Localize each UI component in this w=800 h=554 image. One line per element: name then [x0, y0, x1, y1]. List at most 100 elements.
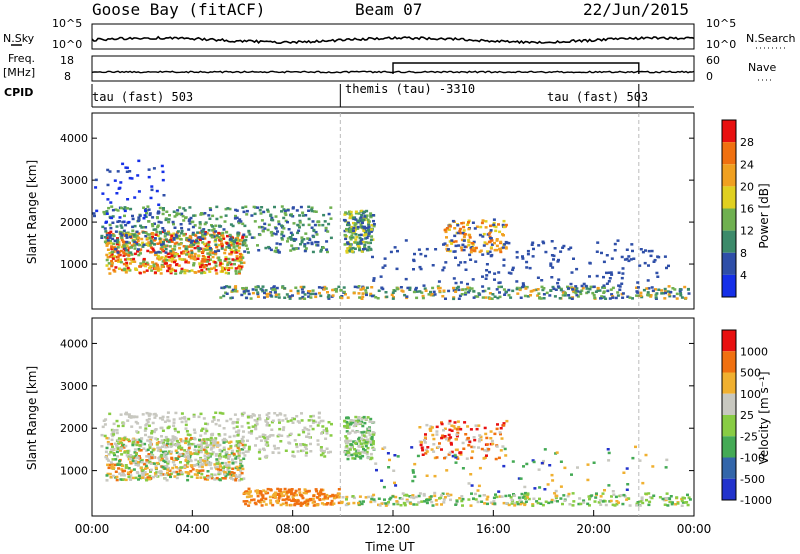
velocity-cell	[215, 458, 218, 461]
power-cell	[465, 288, 468, 291]
velocity-cell	[253, 498, 256, 501]
power-cell	[111, 262, 114, 265]
velocity-cell	[218, 433, 221, 436]
velocity-cell	[317, 443, 320, 446]
velocity-cell	[298, 434, 301, 437]
velocity-cell	[621, 503, 624, 506]
power-cell	[218, 225, 221, 228]
power-cell	[181, 268, 184, 271]
velocity-cell	[213, 418, 216, 421]
power-cell	[194, 234, 197, 237]
velocity-cell	[424, 433, 427, 436]
power-cell	[207, 256, 210, 258]
velocity-cell	[224, 462, 227, 465]
velocity-cell	[116, 432, 119, 435]
power-cell	[596, 241, 599, 244]
velocity-cell	[363, 416, 366, 419]
velocity-cell	[477, 489, 480, 492]
velocity-cell	[199, 476, 202, 479]
power-cell	[327, 223, 330, 226]
velocity-cell	[237, 457, 240, 460]
velocity-cell	[190, 437, 193, 440]
power-cell	[305, 247, 308, 250]
velocity-cell	[243, 454, 246, 457]
velocity-cell	[449, 452, 452, 455]
power-cell	[483, 233, 486, 236]
velocity-cell	[168, 420, 171, 423]
power-cell	[131, 230, 134, 233]
velocity-cell	[120, 442, 123, 445]
power-cell	[426, 248, 429, 251]
velocity-cell	[615, 500, 618, 503]
power-cell	[235, 249, 238, 252]
velocity-cell	[486, 498, 489, 501]
velocity-cell	[120, 453, 123, 456]
velocity-cell	[104, 423, 107, 426]
velocity-cell	[184, 459, 187, 462]
velocity-cell	[196, 470, 199, 473]
power-colorbar-swatch	[722, 164, 736, 186]
velocity-cell	[219, 453, 222, 456]
velocity-cell	[538, 468, 541, 471]
power-cell	[289, 236, 292, 239]
velocity-cell	[493, 433, 496, 436]
velocity-cell	[201, 428, 204, 431]
power-cell	[413, 291, 416, 294]
velocity-cell	[400, 504, 403, 507]
power-cell	[354, 222, 357, 225]
velocity-cell	[285, 418, 288, 421]
power-cell	[170, 235, 173, 238]
velocity-cell	[282, 499, 285, 502]
power-cell	[181, 230, 184, 233]
power-cell	[461, 293, 464, 296]
power-cell	[603, 284, 606, 287]
power-cell	[93, 212, 96, 215]
velocity-cell	[294, 439, 297, 442]
power-cell	[605, 272, 608, 275]
velocity-cell	[239, 461, 242, 464]
velocity-cell	[586, 503, 589, 506]
power-cell	[428, 293, 431, 296]
power-cell	[493, 218, 496, 221]
power-cell	[159, 231, 162, 234]
power-cell	[120, 207, 123, 210]
velocity-cell	[433, 495, 436, 498]
power-cell	[236, 217, 239, 220]
velocity-cell	[487, 448, 490, 451]
velocity-cell	[431, 434, 434, 437]
velocity-cell	[205, 430, 208, 433]
velocity-cell	[508, 494, 511, 497]
velocity-colorbar-tick: -1000	[740, 494, 772, 507]
velocity-cell	[426, 450, 429, 453]
velocity-cell	[278, 421, 281, 424]
power-cell	[247, 230, 250, 233]
velocity-cell	[550, 501, 553, 504]
velocity-cell	[431, 426, 434, 429]
power-cell	[220, 216, 223, 219]
power-cell	[137, 220, 140, 223]
power-cell	[164, 262, 167, 265]
velocity-cell	[241, 440, 244, 443]
power-cell	[113, 235, 116, 238]
power-cell	[100, 235, 103, 238]
power-cell	[243, 262, 246, 265]
power-cell	[214, 244, 217, 247]
velocity-colorbar-swatch	[722, 479, 736, 500]
power-cell	[370, 235, 373, 238]
velocity-cell	[150, 463, 153, 466]
velocity-cell	[141, 477, 144, 480]
velocity-cell	[295, 415, 298, 418]
power-cell	[132, 218, 135, 221]
velocity-cell	[603, 489, 606, 492]
velocity-cell	[491, 443, 494, 446]
velocity-cell	[129, 461, 132, 464]
velocity-cell	[485, 454, 488, 457]
cpid-segment-2: themis (tau) -3310	[345, 82, 475, 96]
power-cell	[178, 264, 181, 267]
power-cell	[636, 281, 639, 284]
power-cell	[346, 251, 349, 254]
velocity-cell	[224, 439, 227, 442]
power-cell	[491, 293, 494, 296]
velocity-cell	[169, 443, 172, 446]
power-cell	[153, 167, 156, 170]
